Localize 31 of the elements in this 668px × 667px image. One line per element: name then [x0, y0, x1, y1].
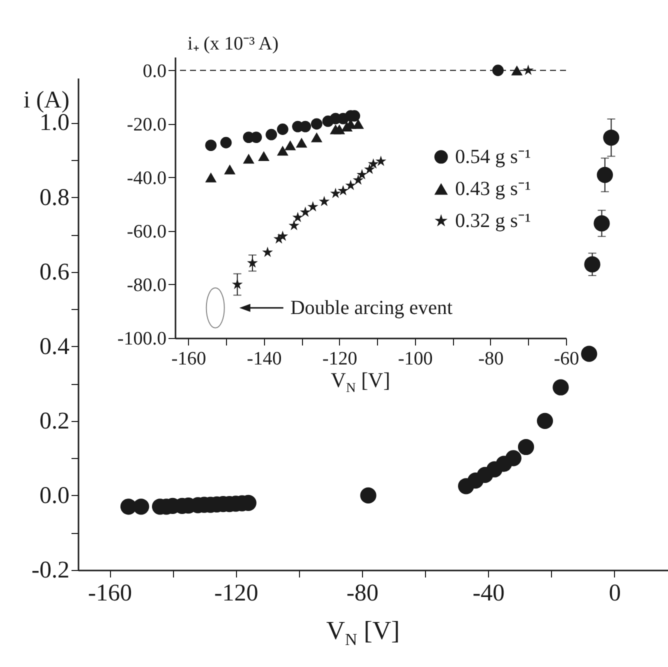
- legend-label: 0.54 g s⁻¹: [455, 146, 531, 168]
- x-tick-label: -140: [246, 348, 282, 370]
- x-tick-label: -60: [554, 348, 580, 370]
- y-axis-title: i₊ (x 10⁻³ A): [188, 34, 279, 54]
- x-axis-title: V$_{N}$ [V]: [330, 368, 390, 396]
- y-tick-label: 0.0: [40, 482, 70, 509]
- x-tick-label: -160: [88, 580, 132, 606]
- y-tick-label: 0.4: [40, 334, 70, 360]
- y-tick-label: -100.0: [117, 328, 166, 350]
- x-tick-label: -100: [398, 348, 433, 370]
- y-tick-label: 0.8: [40, 184, 70, 211]
- y-tick-label: -80.0: [126, 274, 166, 296]
- annotation: Double arcing event: [290, 296, 453, 319]
- y-tick-label: -20.0: [126, 114, 166, 136]
- y-tick-label: -0.2: [32, 558, 70, 584]
- x-axis-title: V$_{N}$ [V]: [326, 616, 400, 650]
- y-tick-label: -40.0: [126, 168, 166, 189]
- x-tick-label: -120: [322, 348, 358, 370]
- x-tick-label: -160: [171, 348, 206, 370]
- y-tick-label: 0.0: [142, 60, 166, 82]
- y-tick-label: -60.0: [126, 221, 166, 242]
- x-tick-label: -80: [478, 348, 504, 370]
- x-tick-label: -40: [472, 580, 505, 606]
- y-tick-label: 0.2: [40, 408, 70, 434]
- legend-label: 0.32 g s⁻¹: [455, 210, 531, 232]
- x-tick-label: 0: [608, 580, 621, 606]
- x-tick-label: -120: [214, 580, 258, 606]
- legend-label: 0.43 g s⁻¹: [455, 178, 531, 200]
- y-axis-title: i (A): [24, 88, 70, 114]
- y-tick-label: 0.6: [40, 259, 70, 286]
- x-tick-label: -80: [346, 580, 378, 606]
